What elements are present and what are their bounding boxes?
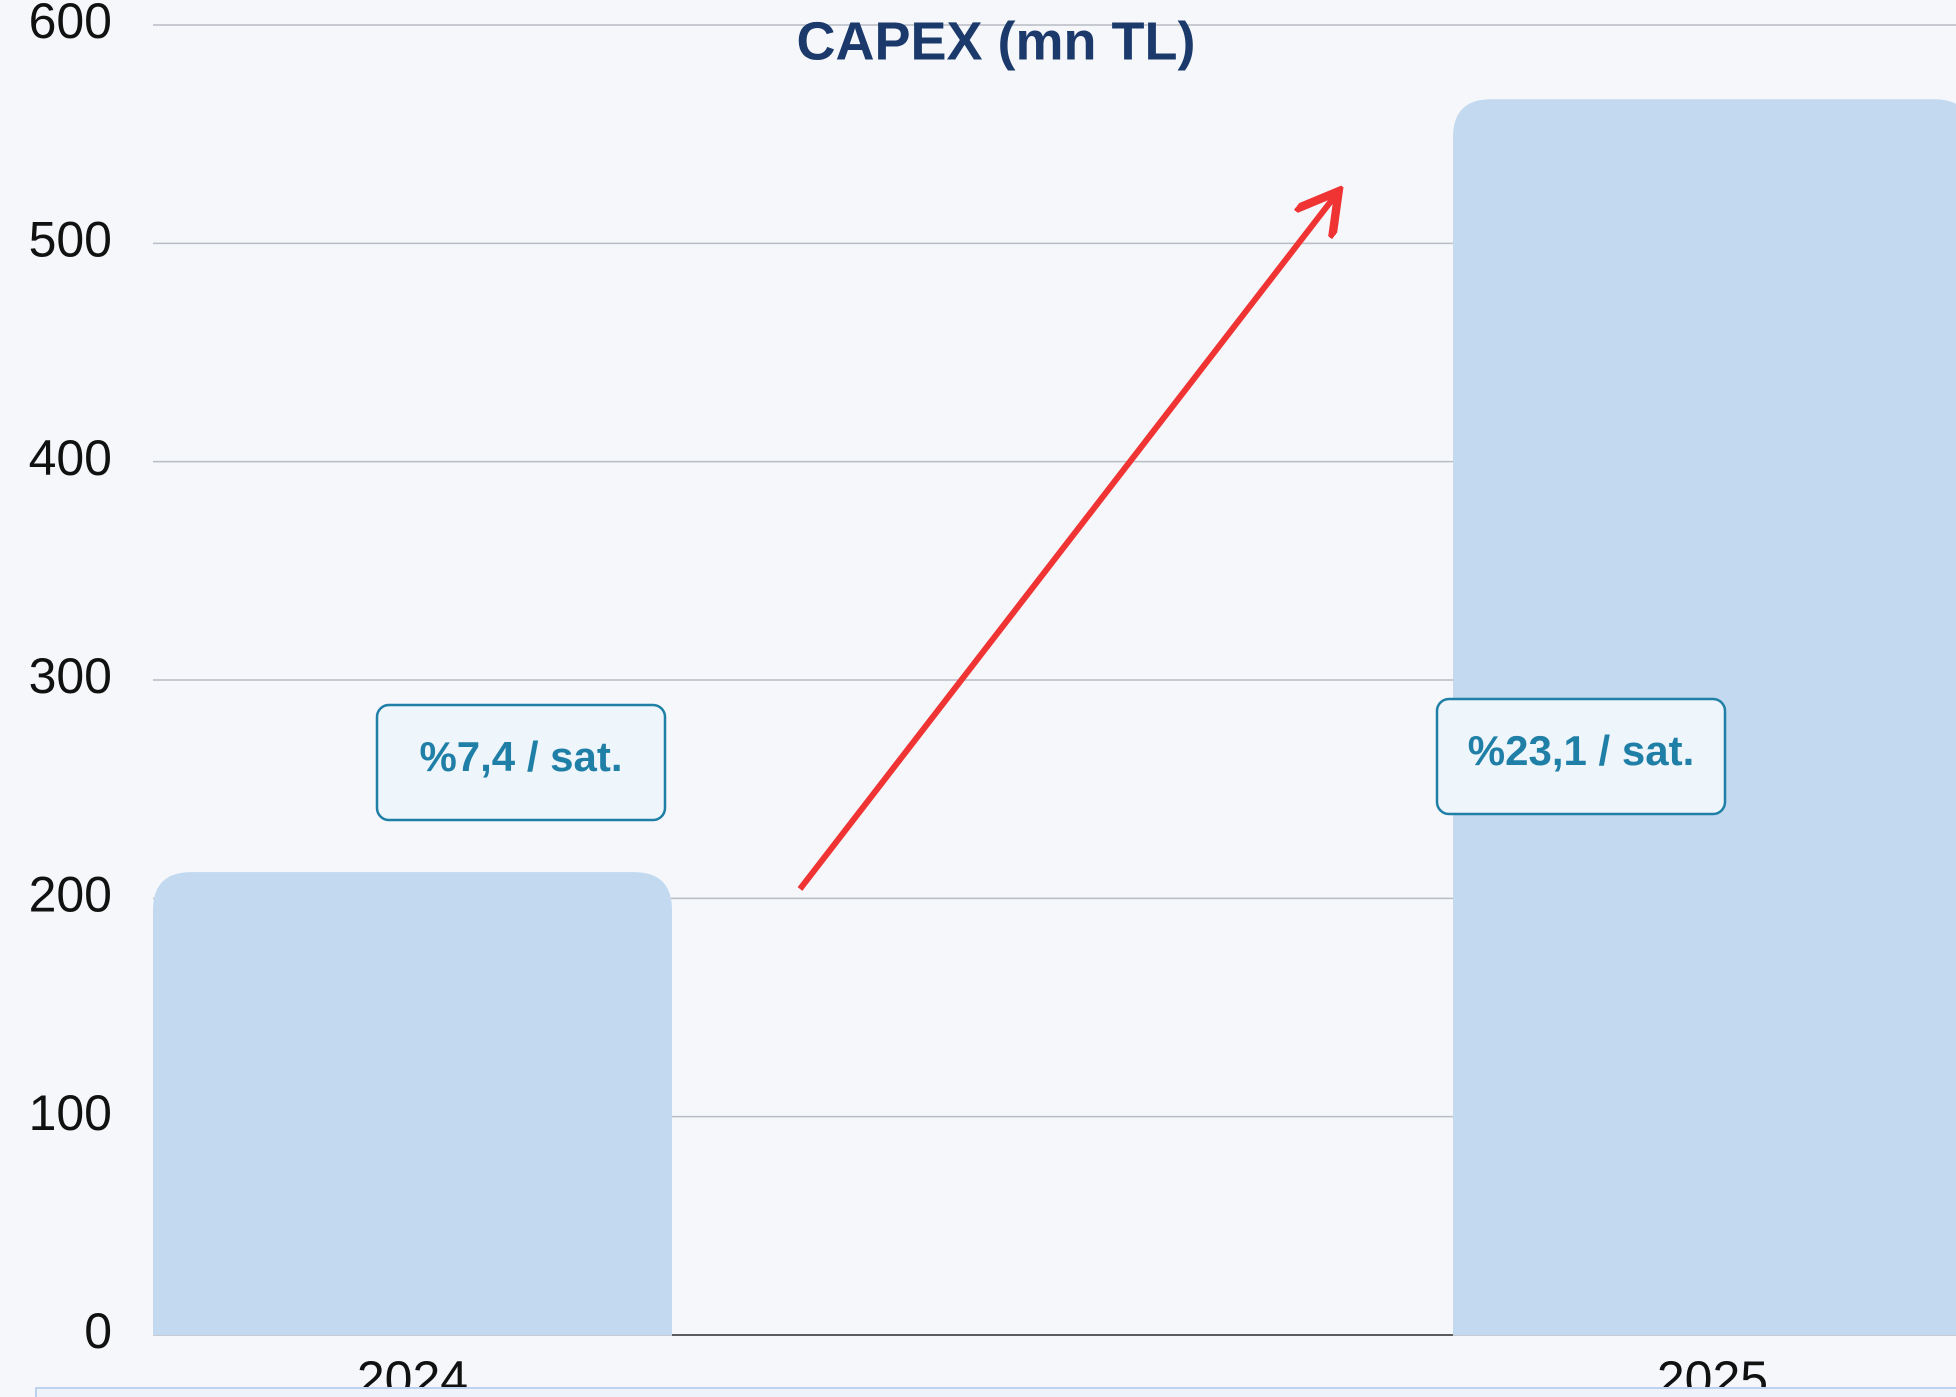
y-tick-label: 400 <box>29 430 112 486</box>
y-tick-label: 500 <box>29 212 112 268</box>
y-tick-label: 300 <box>29 648 112 704</box>
y-tick-label: 0 <box>84 1303 112 1359</box>
annotation: %7,4 / sat. <box>419 733 622 780</box>
annotation-box <box>375 703 667 822</box>
trend-arrow <box>797 196 1335 891</box>
y-tick-label: 100 <box>29 1085 112 1141</box>
bottom-panel <box>35 1387 1956 1397</box>
y-tick-label: 600 <box>29 0 112 49</box>
annotation-box <box>1435 697 1727 816</box>
annotation: %23,1 / sat. <box>1468 727 1694 774</box>
chart-title: CAPEX (mn TL) <box>797 11 1196 71</box>
bar <box>153 872 672 1335</box>
y-tick-label: 200 <box>29 867 112 923</box>
